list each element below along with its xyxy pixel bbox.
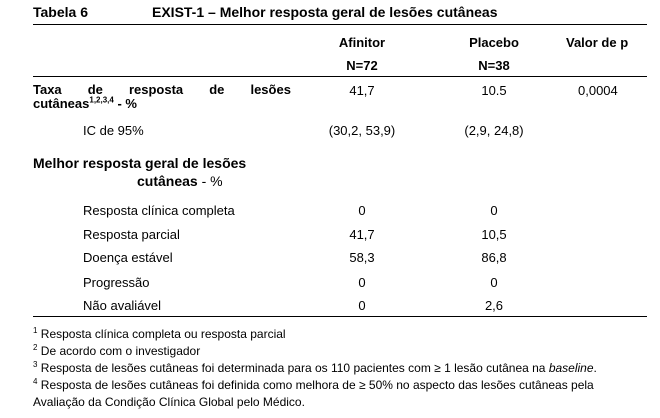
footnote-refs: 1,2,3,4 [89, 95, 114, 105]
header-rule [33, 76, 647, 77]
bottom-rule [33, 316, 647, 317]
footnote: 1 Resposta clínica completa ou resposta … [33, 326, 286, 342]
title-rule [33, 24, 647, 25]
row-afinitor: 41,7 [349, 227, 375, 242]
ci-afinitor: (30,2, 53,9) [328, 123, 396, 138]
rate-word: de [209, 82, 225, 97]
col-p-value: Valor de p [566, 35, 629, 50]
row-label: Resposta clínica completa [83, 203, 235, 218]
row-afinitor: 0 [358, 203, 366, 218]
col-afinitor: Afinitor [338, 35, 386, 50]
rate-row-label-line1: Taxa de resposta de lesões [33, 82, 291, 97]
rate-word: resposta [128, 82, 184, 97]
ci-placebo: (2,9, 24,8) [464, 123, 524, 138]
row-placebo: 2,6 [484, 298, 504, 313]
row-placebo: 86,8 [481, 250, 507, 265]
footnote: 4 Resposta de lesões cutâneas foi defini… [33, 377, 594, 393]
table-title: EXIST-1 – Melhor resposta geral de lesõe… [152, 4, 498, 20]
row-placebo: 0 [490, 275, 498, 290]
rate-placebo: 10.5 [481, 83, 507, 98]
section-title-line2: cutâneas - % [137, 173, 223, 189]
col-placebo: Placebo [469, 35, 519, 50]
ci-label: IC de 95% [83, 123, 144, 138]
rate-word: Taxa [33, 82, 62, 97]
row-afinitor: 0 [358, 298, 366, 313]
row-placebo: 10,5 [481, 227, 507, 242]
row-placebo: 0 [490, 203, 498, 218]
rate-word: lesões [250, 82, 291, 97]
row-label: Doença estável [83, 250, 173, 265]
col-afinitor-n: N=72 [346, 58, 378, 73]
row-label: Não avaliável [83, 298, 162, 313]
rate-afinitor: 41,7 [349, 83, 375, 98]
rate-word: de [87, 82, 103, 97]
footnote: 2 De acordo com o investigador [33, 343, 201, 359]
rate-p-value: 0,0004 [578, 83, 618, 98]
row-label: Progressão [83, 275, 150, 290]
section-title-line1: Melhor resposta geral de lesões [33, 155, 247, 171]
row-afinitor: 0 [358, 275, 366, 290]
col-placebo-n: N=38 [478, 58, 510, 73]
row-label: Resposta parcial [83, 227, 180, 242]
footnote-continuation: Avaliação da Condição Clínica Global pel… [33, 395, 305, 409]
row-afinitor: 58,3 [349, 250, 375, 265]
table-label: Tabela 6 [33, 4, 88, 20]
rate-row-label-line2: cutâneas1,2,3,4 - % [33, 95, 137, 111]
footnote: 3 Resposta de lesões cutâneas foi determ… [33, 360, 597, 376]
